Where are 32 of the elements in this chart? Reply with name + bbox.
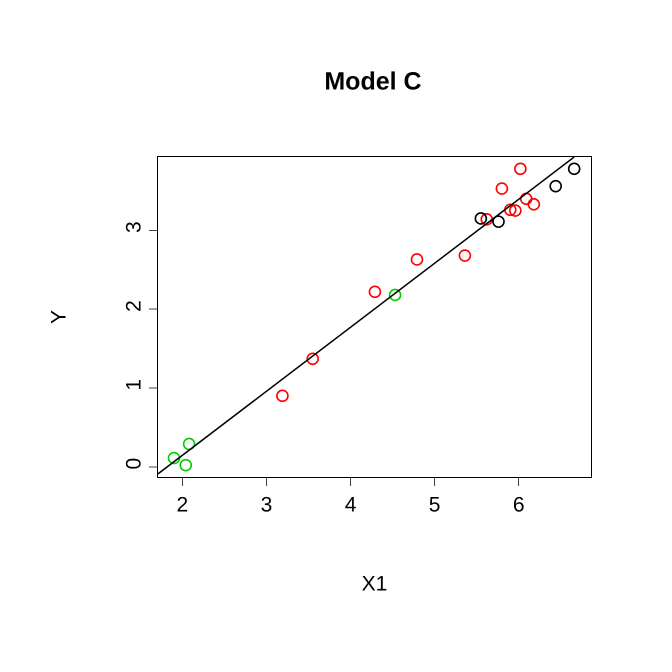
y-tick-label: 1 — [122, 378, 146, 391]
point — [368, 285, 382, 298]
y-axis-title: Y — [48, 310, 71, 324]
point — [496, 182, 508, 195]
point — [504, 204, 517, 216]
x-tick-label: 5 — [428, 493, 440, 516]
point — [179, 458, 192, 472]
x-tick-label: 3 — [260, 493, 272, 516]
point — [520, 192, 533, 206]
chart-title: Model C — [324, 67, 422, 96]
point — [549, 180, 562, 192]
point — [474, 212, 488, 225]
x-tick-label: 4 — [344, 493, 357, 516]
y-tick-label: 0 — [122, 458, 146, 470]
point — [458, 249, 472, 262]
point — [528, 198, 540, 211]
point — [306, 352, 319, 366]
x-axis-title: X1 — [362, 572, 388, 596]
point — [509, 204, 522, 217]
x-tick-label: 6 — [512, 493, 525, 516]
point — [276, 390, 289, 402]
y-tick-label: 3 — [122, 221, 146, 233]
point — [410, 253, 424, 266]
point — [492, 215, 505, 228]
point — [480, 212, 494, 226]
y-tick-label: 2 — [122, 300, 146, 312]
point — [388, 288, 402, 302]
point — [568, 162, 580, 176]
point — [168, 452, 180, 464]
point — [514, 162, 527, 176]
x-tick-label: 2 — [176, 493, 188, 516]
point — [182, 438, 196, 450]
